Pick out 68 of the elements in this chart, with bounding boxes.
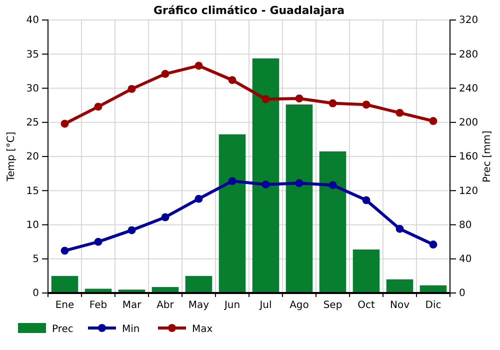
x-tick-label: Abr [156,300,175,312]
y-tick-label: 15 [26,186,39,197]
point [362,100,370,109]
x-tick-label: Nov [390,300,410,312]
point [228,76,236,84]
bar [319,151,346,293]
point [60,246,69,255]
y2-tick-label: 0 [459,288,466,300]
y-tick-label: 0 [32,288,39,300]
bar [185,276,212,293]
x-tick-label: Sep [323,300,342,312]
legend-label: Max [192,324,213,335]
y2-tick-label: 40 [459,254,472,266]
point [396,108,404,117]
y-tick-label: 35 [26,49,39,60]
point [161,70,170,78]
x-tick-label: May [188,300,210,312]
point [262,95,270,104]
point [328,181,337,190]
x-tick-label: Jul [258,300,272,312]
y-tick-label: 10 [26,220,39,231]
y2-tick-label: 120 [459,186,478,197]
y2-tick-label: 280 [459,49,478,60]
x-tick-label: Feb [89,300,108,312]
point [429,240,438,249]
point [194,194,203,203]
bar [218,134,246,293]
point [362,196,370,204]
point [295,94,304,102]
y2-axis-title: Prec [mm] [482,130,493,182]
x-tick-label: Ene [55,300,74,312]
y2-tick-label: 240 [459,83,478,94]
point [60,120,69,128]
point [228,177,236,186]
point [94,102,102,111]
bar [352,249,380,293]
y-tick-label: 40 [26,15,39,26]
y2-tick-label: 80 [459,220,472,231]
point [128,226,136,234]
legend-label: Prec [52,324,74,335]
bar [386,279,414,293]
y-axis-title: Temp [°C] [6,132,17,182]
y-tick-label: 25 [26,118,39,129]
bar [286,104,313,293]
bar [252,58,280,293]
point [194,62,203,70]
y-tick-label: 5 [32,254,39,266]
bar [51,276,78,293]
point [94,238,102,246]
point [128,84,136,93]
x-tick-label: Dic [425,300,442,312]
x-tick-label: Oct [358,300,375,312]
x-tick-label: Jun [223,300,240,312]
point [161,213,170,222]
y-tick-label: 20 [26,152,39,163]
x-tick-label: Mar [122,300,142,312]
point [328,99,337,108]
y2-tick-label: 320 [459,15,478,26]
y2-tick-label: 160 [459,152,478,163]
point [429,117,438,125]
x-tick-label: Ago [290,300,309,312]
chart-title: Gráfico climático - Guadalajara [153,4,345,17]
point [396,224,404,233]
point [262,180,270,188]
y-tick-label: 30 [26,83,39,94]
legend-label: Min [122,324,140,335]
y2-tick-label: 200 [459,118,478,129]
point [295,179,304,188]
